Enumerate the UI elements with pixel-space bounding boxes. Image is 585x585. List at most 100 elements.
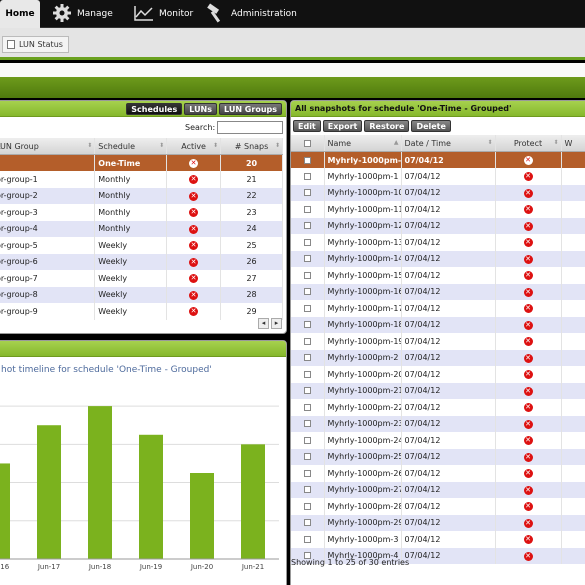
inactive-x-icon[interactable]: ✕ (189, 290, 199, 300)
unprotected-x-icon[interactable]: ✕ (523, 172, 533, 182)
table-row[interactable]: Myhrly-1000pm-27 07/04/12 ✕ (291, 481, 585, 498)
table-row[interactable]: Myhrly-1000pm-15 07/04/12 ✕ (291, 267, 585, 284)
select-all-checkbox[interactable] (303, 139, 311, 147)
unprotected-x-icon[interactable]: ✕ (523, 518, 533, 528)
row-checkbox[interactable] (303, 321, 311, 329)
row-checkbox[interactable] (303, 420, 311, 428)
inactive-x-icon[interactable]: ✕ (189, 159, 199, 168)
table-row[interactable]: Myhrly-1000pm-14 07/04/12 ✕ (291, 250, 585, 267)
col-active[interactable]: Active ⬍ (166, 138, 222, 155)
col-schedule[interactable]: Schedule ⬍ (94, 138, 168, 155)
row-checkbox[interactable] (303, 156, 311, 164)
unprotected-x-icon[interactable]: ✕ (523, 254, 533, 264)
unprotected-x-icon[interactable]: ✕ (523, 485, 533, 495)
table-row[interactable]: Myhrly-1000pm-10 07/04/12 ✕ (291, 184, 585, 201)
row-checkbox[interactable] (303, 238, 311, 246)
table-row[interactable]: or-group-3 Monthly ✕ 23 (0, 204, 283, 221)
table-row[interactable]: or-group-6 Weekly ✕ 26 (0, 253, 283, 270)
row-checkbox[interactable] (303, 255, 311, 263)
row-checkbox[interactable] (303, 519, 311, 527)
bar-jun-20[interactable] (190, 473, 214, 559)
inactive-x-icon[interactable]: ✕ (189, 175, 199, 185)
table-row[interactable]: Myhrly-1000pm-25 07/04/12 ✕ (291, 448, 585, 465)
unprotected-x-icon[interactable]: ✕ (523, 287, 533, 297)
unprotected-x-icon[interactable]: ✕ (523, 386, 533, 396)
table-row[interactable]: Myhrly-1000pm-4 07/04/12 ✕ (291, 547, 585, 564)
search-input[interactable] (217, 121, 283, 134)
table-row[interactable]: or-group-1 Monthly ✕ 21 (0, 171, 283, 188)
table-row[interactable]: Myhrly-1000pm-13 07/04/12 ✕ (291, 234, 585, 251)
col-name[interactable]: Name ▲ (324, 135, 402, 152)
row-checkbox[interactable] (303, 337, 311, 345)
export-button[interactable]: Export (322, 120, 363, 132)
row-checkbox[interactable] (303, 205, 311, 213)
table-row[interactable]: Myhrly-1000pm-29 07/04/12 ✕ (291, 514, 585, 531)
unprotected-x-icon[interactable]: ✕ (523, 535, 533, 545)
nav-home[interactable]: Home (0, 0, 40, 28)
table-row[interactable]: Myhrly-1000pm-28 07/04/12 ✕ (291, 498, 585, 515)
bar-jun-18[interactable] (88, 406, 112, 559)
row-checkbox[interactable] (303, 552, 311, 560)
table-row[interactable]: Myhrly-1000pm-0 07/04/12 ✕ (291, 151, 585, 168)
col-snaps[interactable]: # Snaps ⬍ (220, 138, 283, 155)
table-row[interactable]: or-group-8 Weekly ✕ 28 (0, 286, 283, 303)
unprotected-x-icon[interactable]: ✕ (523, 469, 533, 479)
inactive-x-icon[interactable]: ✕ (189, 208, 199, 218)
bar-jun-17[interactable] (37, 425, 61, 559)
col-w[interactable]: W (561, 135, 585, 152)
row-checkbox[interactable] (303, 271, 311, 279)
table-row[interactable]: or-group-4 Monthly ✕ 24 (0, 220, 283, 237)
unprotected-x-icon[interactable]: ✕ (523, 337, 533, 347)
table-row[interactable]: Myhrly-1000pm-16 07/04/12 ✕ (291, 283, 585, 300)
unprotected-x-icon[interactable]: ✕ (523, 188, 533, 198)
unprotected-x-icon[interactable]: ✕ (523, 271, 533, 281)
row-checkbox[interactable] (303, 436, 311, 444)
tab-luns[interactable]: LUNs (184, 103, 218, 115)
row-checkbox[interactable] (303, 469, 311, 477)
row-checkbox[interactable] (303, 222, 311, 230)
table-row[interactable]: Myhrly-1000pm-21 07/04/12 ✕ (291, 382, 585, 399)
table-row[interactable]: Myhrly-1000pm-18 07/04/12 ✕ (291, 316, 585, 333)
inactive-x-icon[interactable]: ✕ (189, 241, 199, 251)
row-checkbox[interactable] (303, 403, 311, 411)
table-row[interactable]: Myhrly-1000pm-24 07/04/12 ✕ (291, 432, 585, 449)
unprotected-x-icon[interactable]: ✕ (523, 238, 533, 248)
bar-jun-19[interactable] (139, 434, 163, 559)
row-checkbox[interactable] (303, 354, 311, 362)
col-protect[interactable]: Protect ⬍ (495, 135, 562, 152)
table-row[interactable]: Myhrly-1000pm-23 07/04/12 ✕ (291, 415, 585, 432)
tab-lun-groups[interactable]: LUN Groups (219, 103, 282, 115)
table-row[interactable]: or-group-7 Weekly ✕ 27 (0, 270, 283, 287)
tab-schedules[interactable]: Schedules (126, 103, 183, 115)
table-row[interactable]: or-group-2 Monthly ✕ 22 (0, 187, 283, 204)
row-checkbox[interactable] (303, 453, 311, 461)
table-row[interactable]: Myhrly-1000pm-12 07/04/12 ✕ (291, 217, 585, 234)
unprotected-x-icon[interactable]: ✕ (523, 452, 533, 462)
row-checkbox[interactable] (303, 502, 311, 510)
nav-manage[interactable]: Manage (52, 0, 113, 28)
inactive-x-icon[interactable]: ✕ (189, 274, 199, 284)
table-row[interactable]: Myhrly-1000pm-11 07/04/12 ✕ (291, 201, 585, 218)
tab-lun-status[interactable]: LUN Status (2, 36, 69, 53)
table-row[interactable]: Myhrly-1000pm-20 07/04/12 ✕ (291, 366, 585, 383)
unprotected-x-icon[interactable]: ✕ (523, 403, 533, 413)
row-checkbox[interactable] (303, 370, 311, 378)
col-select-all[interactable] (291, 135, 325, 152)
col-date-time[interactable]: Date / Time ⬍ (401, 135, 496, 152)
table-row[interactable]: or-group-9 Weekly ✕ 29 (0, 303, 283, 320)
table-row[interactable]: One-Time ✕ 20 (0, 154, 283, 171)
table-row[interactable]: Myhrly-1000pm-22 07/04/12 ✕ (291, 399, 585, 416)
col-lun-group[interactable]: LUN Group ⬍ (0, 138, 96, 155)
unprotected-x-icon[interactable]: ✕ (523, 221, 533, 231)
inactive-x-icon[interactable]: ✕ (189, 307, 199, 317)
unprotected-x-icon[interactable]: ✕ (523, 551, 533, 561)
unprotected-x-icon[interactable]: ✕ (523, 304, 533, 314)
delete-button[interactable]: Delete (411, 120, 451, 132)
next-page-button[interactable]: ▸ (271, 318, 282, 329)
table-row[interactable]: Myhrly-1000pm-17 07/04/12 ✕ (291, 300, 585, 317)
inactive-x-icon[interactable]: ✕ (189, 224, 199, 234)
table-row[interactable]: Myhrly-1000pm-3 07/04/12 ✕ (291, 531, 585, 548)
row-checkbox[interactable] (303, 189, 311, 197)
table-row[interactable]: Myhrly-1000pm-19 07/04/12 ✕ (291, 333, 585, 350)
bar-jun-16[interactable] (0, 463, 10, 559)
